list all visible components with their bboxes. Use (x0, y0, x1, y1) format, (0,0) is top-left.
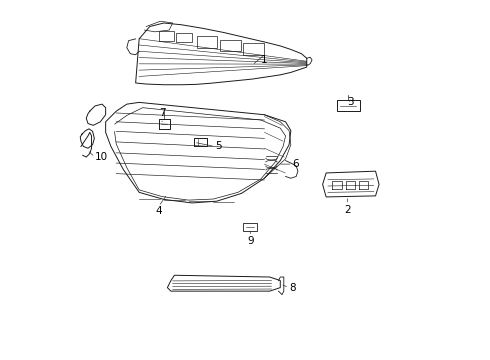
Text: 9: 9 (247, 237, 254, 247)
Bar (176, 32, 192, 42)
Text: 4: 4 (155, 207, 162, 216)
Text: 2: 2 (344, 205, 351, 215)
Text: 5: 5 (215, 141, 221, 152)
Text: 10: 10 (95, 152, 108, 162)
Bar (243, 224, 257, 231)
Bar (337, 100, 360, 111)
Text: 1: 1 (261, 55, 268, 65)
Text: 3: 3 (347, 97, 354, 107)
Bar (159, 31, 174, 41)
Text: 7: 7 (159, 108, 166, 118)
Text: 6: 6 (293, 159, 299, 169)
Bar (220, 40, 241, 51)
Text: 8: 8 (289, 283, 296, 293)
Bar (197, 36, 217, 48)
Bar (243, 44, 264, 55)
